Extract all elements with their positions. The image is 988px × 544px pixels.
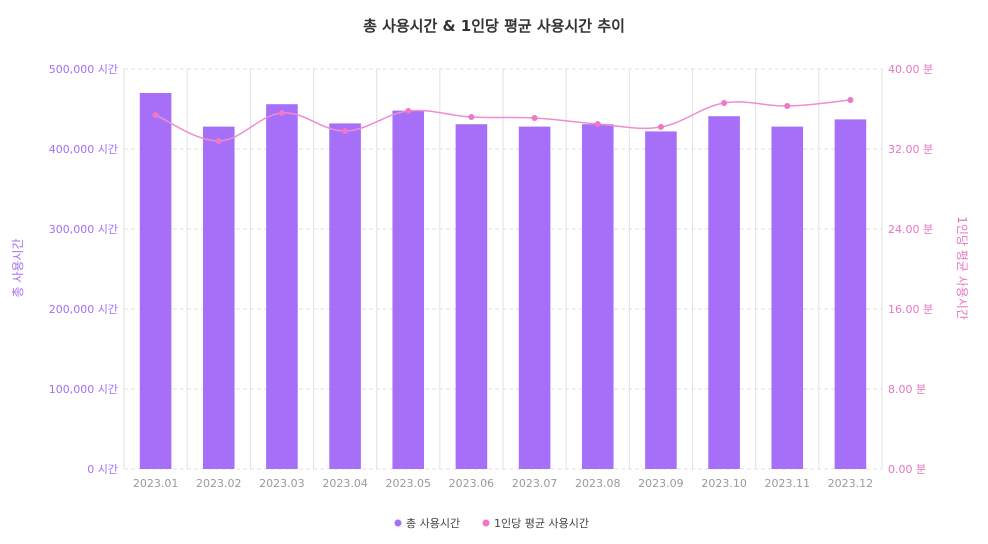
- legend-label-total: 총 사용시간: [406, 517, 460, 530]
- bar-total-2023.01[interactable]: [139, 93, 172, 469]
- x-tick-label: 2023.06: [449, 477, 495, 490]
- x-tick-label: 2023.05: [386, 477, 432, 490]
- x-tick-label: 2023.02: [196, 477, 242, 490]
- bar-total-2023.03[interactable]: [266, 104, 298, 469]
- right-tick-label: 8.00 분: [888, 383, 926, 396]
- left-tick-label: 500,000 시간: [49, 63, 118, 76]
- bar-total-2023.10[interactable]: [708, 116, 740, 469]
- left-axis-title: 총 사용시간: [11, 238, 25, 297]
- bar-series: [139, 93, 867, 470]
- x-tick-label: 2023.09: [638, 477, 684, 490]
- point-average-2023.12[interactable]: [847, 97, 854, 103]
- x-tick-label: 2023.08: [575, 477, 621, 490]
- left-tick-label: 300,000 시간: [49, 223, 118, 236]
- left-axis-ticks: 0 시간 100,000 시간 200,000 시간 300,000 시간 400,00…: [49, 63, 118, 476]
- x-tick-label: 2023.03: [259, 477, 305, 490]
- legend: 총 사용시간 1인당 평균 사용시간: [394, 517, 589, 530]
- bar-total-2023.06[interactable]: [455, 124, 488, 469]
- right-tick-label: 32.00 분: [888, 143, 933, 156]
- legend-item-average[interactable]: 1인당 평균 사용시간: [482, 517, 589, 530]
- x-tick-label: 2023.04: [322, 477, 368, 490]
- point-average-2023.10[interactable]: [721, 100, 728, 106]
- left-tick-label: 100,000 시간: [49, 383, 118, 396]
- point-average-2023.04[interactable]: [342, 128, 349, 134]
- x-tick-label: 2023.11: [765, 477, 811, 490]
- right-axis-ticks: 0.00 분 8.00 분 16.00 분 24.00 분 32.00 분 40.00 분: [888, 63, 933, 476]
- grid-lines: [123, 68, 883, 470]
- bar-total-2023.09[interactable]: [645, 131, 677, 469]
- right-tick-label: 40.00 분: [888, 63, 933, 76]
- point-average-2023.09[interactable]: [657, 124, 664, 130]
- point-average-2023.08[interactable]: [594, 121, 601, 127]
- x-tick-label: 2023.10: [701, 477, 747, 490]
- bar-total-2023.04[interactable]: [329, 123, 361, 470]
- point-average-2023.03[interactable]: [278, 110, 285, 116]
- right-tick-label: 16.00 분: [888, 303, 933, 316]
- point-average-2023.05[interactable]: [405, 108, 412, 114]
- x-tick-label: 2023.07: [512, 477, 558, 490]
- legend-label-average: 1인당 평균 사용시간: [494, 517, 589, 530]
- point-average-2023.11[interactable]: [784, 103, 791, 109]
- bar-total-2023.12[interactable]: [834, 119, 867, 470]
- right-tick-label: 0.00 분: [888, 463, 926, 476]
- legend-marker-total: [394, 519, 402, 527]
- bar-total-2023.07[interactable]: [518, 126, 551, 469]
- point-average-2023.06[interactable]: [468, 114, 475, 120]
- line-series: [152, 97, 854, 144]
- chart-title: 총 사용시간 & 1인당 평균 사용시간 추이: [363, 17, 625, 35]
- bar-total-2023.08[interactable]: [581, 124, 614, 469]
- right-tick-label: 24.00 분: [888, 223, 933, 236]
- bar-total-2023.05[interactable]: [392, 110, 425, 469]
- point-average-2023.07[interactable]: [531, 115, 538, 121]
- bar-total-2023.02[interactable]: [202, 126, 235, 469]
- x-tick-label: 2023.01: [133, 477, 179, 490]
- left-tick-label: 0 시간: [87, 463, 118, 476]
- left-tick-label: 200,000 시간: [49, 303, 118, 316]
- point-average-2023.02[interactable]: [215, 138, 222, 144]
- x-axis-ticks: 2023.01 2023.02 2023.03 2023.04 2023.05 2023.…: [133, 477, 873, 490]
- legend-marker-average: [482, 519, 490, 527]
- point-average-2023.01[interactable]: [152, 112, 159, 118]
- left-tick-label: 400,000 시간: [49, 143, 118, 156]
- x-tick-label: 2023.12: [828, 477, 874, 490]
- legend-item-total[interactable]: 총 사용시간: [394, 517, 461, 530]
- bar-total-2023.11[interactable]: [771, 126, 804, 469]
- right-axis-title: 1인당 평균 사용시간: [955, 216, 969, 320]
